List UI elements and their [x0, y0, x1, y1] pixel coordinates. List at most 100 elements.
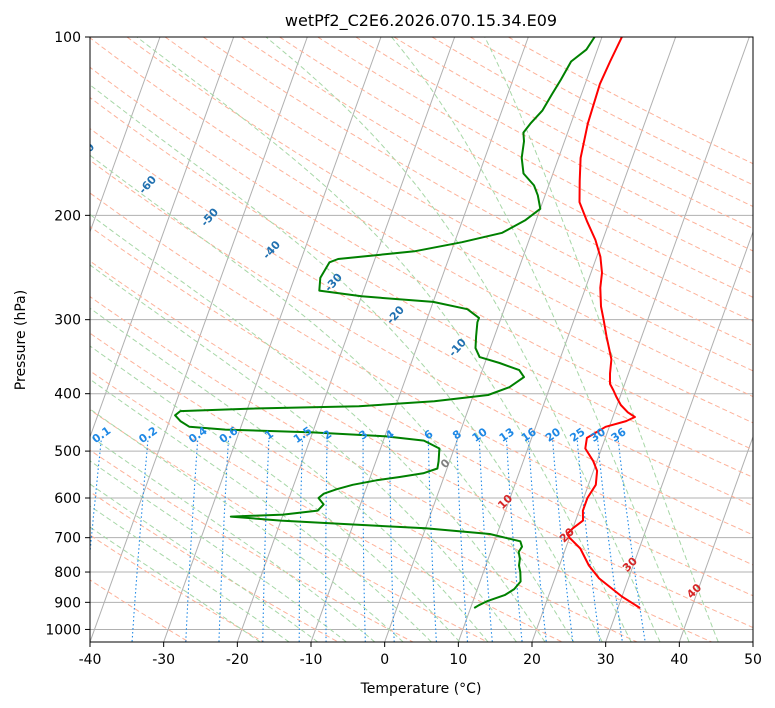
moist-adiabat-line: [265, 37, 661, 642]
moist-adiabat-line: [90, 460, 347, 642]
y-tick-label: 500: [54, 444, 81, 460]
dry-adiabat-line: [393, 37, 753, 230]
mixing-ratio-line: [617, 440, 646, 642]
y-tick-label: 400: [54, 387, 81, 403]
moist-adiabat-line: [90, 213, 546, 642]
mixing-ratio-line: [552, 440, 574, 642]
series-layer: [174, 37, 641, 609]
x-tick-label: -20: [226, 652, 249, 668]
moist-adiabat-line: [90, 526, 261, 642]
grid-layer: [0, 37, 753, 642]
mixing-ratio-line: [131, 440, 149, 642]
mixing-ratio-line: [262, 440, 270, 642]
temperature-profile-line: [566, 37, 641, 609]
x-tick-label: 10: [449, 652, 467, 668]
mixing-ratio-line: [362, 440, 366, 642]
isotherm-line: [457, 37, 677, 642]
dry-adiabat-label: -50: [198, 205, 221, 229]
isotherm-line: [0, 37, 13, 642]
y-tick-label: 800: [54, 565, 81, 581]
line-labels-layer: 0.10.20.40.611.52346810131620253036-100-…: [12, 108, 704, 601]
moist-adiabat-line: [90, 345, 461, 642]
dry-adiabat-line: [317, 37, 753, 275]
dry-adiabat-label: -70: [74, 140, 97, 164]
isotherm-line: [236, 37, 456, 642]
dry-adiabat-line: [469, 37, 753, 186]
dry-adiabat-label: -40: [260, 238, 283, 262]
moist-adiabat-line: [391, 37, 690, 642]
isotherm-line: [752, 640, 753, 642]
dry-adiabat-line: [90, 225, 753, 597]
moist-adiabat-line: [484, 37, 719, 642]
mixing-ratio-label: 0.6: [217, 424, 241, 446]
mixing-ratio-label: 8: [450, 427, 464, 442]
isotherm-line: [163, 37, 382, 642]
dry-adiabat-line: [126, 37, 753, 398]
mixing-ratio-label: 1.5: [291, 424, 314, 446]
mixing-ratio-label: 25: [568, 425, 588, 444]
isotherm-line: [678, 435, 753, 642]
moist-adiabat-line: [90, 378, 432, 642]
dry-adiabat-line: [431, 37, 753, 207]
dry-adiabat-line: [279, 37, 753, 298]
dry-adiabat-line: [90, 534, 264, 642]
dry-adiabat-line: [164, 37, 753, 372]
y-tick-label: 300: [54, 313, 81, 329]
mixing-ratio-label: 2: [321, 427, 335, 442]
mixing-ratio-label: 4: [383, 427, 397, 442]
mixing-ratio-line: [456, 440, 469, 642]
x-tick-label: -30: [152, 652, 175, 668]
dry-adiabat-label: -20: [384, 303, 407, 327]
dry-adiabat-label: -80: [12, 108, 35, 132]
x-tick-label: -40: [79, 652, 102, 668]
mixing-ratio-label: 1: [262, 427, 276, 442]
mixing-ratio-line: [389, 440, 395, 642]
y-tick-label: 1000: [45, 622, 81, 638]
chart-title: wetPf2_C2E6.2026.070.15.34.E09: [285, 11, 557, 31]
plot-frame: [89, 36, 754, 643]
dry-adiabat-label: -10: [446, 336, 469, 360]
mixing-ratio-label: 20: [543, 425, 563, 445]
dry-adiabat-line: [90, 127, 753, 507]
mixing-ratio-line: [505, 440, 523, 642]
mixing-ratio-line: [325, 440, 328, 642]
isotherm-line: [90, 37, 235, 439]
isotherm-line: [384, 37, 603, 642]
y-tick-label: 900: [54, 595, 81, 611]
y-tick-label: 700: [54, 531, 81, 547]
moist-adiabat-line: [90, 264, 517, 642]
dry-adiabat-line: [90, 332, 638, 642]
dry-adiabat-line: [90, 260, 753, 629]
dewpoint-profile-line: [174, 37, 596, 609]
axes-layer: -40 -30 -20 -10 0 10 20 30 40 50 100 200 300 400 500 60…: [45, 30, 762, 668]
mixing-ratio-label: 0.2: [136, 424, 159, 446]
y-axis-label: Pressure (hPa): [13, 290, 29, 390]
x-tick-label: -10: [300, 652, 323, 668]
mixing-ratio-label: 13: [497, 425, 517, 444]
mixing-ratio-line: [528, 440, 547, 642]
dry-adiabat-line: [90, 409, 488, 642]
dry-adiabat-line: [90, 295, 712, 642]
mixing-ratio-line: [576, 440, 601, 642]
x-axis-label: Temperature (°C): [360, 681, 482, 697]
moist-adiabat-line: [90, 435, 376, 642]
mixing-ratio-line: [185, 440, 199, 642]
y-tick-label: 200: [54, 208, 81, 224]
isotherm-line: [90, 37, 308, 642]
mixing-ratio-line: [298, 440, 303, 642]
mixing-ratio-line: [218, 440, 229, 642]
moist-adiabat-label: 10: [495, 492, 515, 512]
moist-adiabat-line: [90, 307, 489, 642]
mixing-ratio-label: 16: [519, 425, 539, 445]
isotherm-line: [605, 230, 753, 642]
mixing-ratio-line: [478, 440, 493, 642]
moist-adiabat-line: [136, 37, 632, 642]
moist-adiabat-line: [90, 505, 290, 642]
dry-adiabat-line: [90, 370, 563, 642]
dry-adiabat-line: [355, 37, 753, 252]
mixing-ratio-line: [597, 440, 623, 642]
y-tick-label: 100: [54, 30, 81, 46]
mixing-ratio-line: [427, 440, 437, 642]
